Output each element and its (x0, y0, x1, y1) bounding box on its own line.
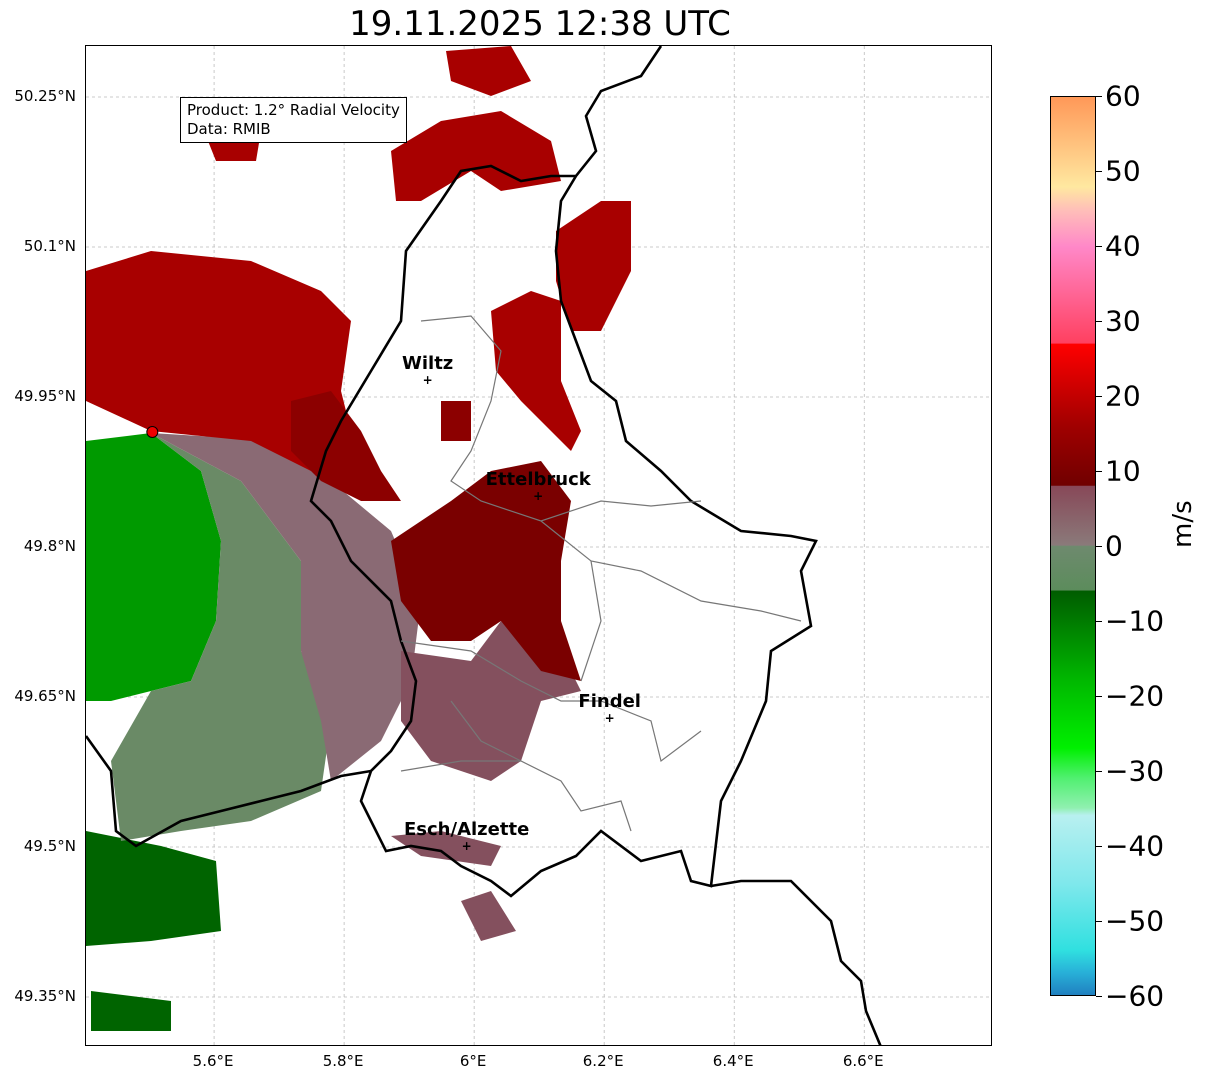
radar-site-marker (146, 426, 159, 438)
colorbar-tick-mark (1096, 771, 1102, 772)
echo-mauve-south (391, 621, 581, 941)
colorbar-unit-label: m/s (1168, 500, 1198, 548)
colorbar-tick-mark (1096, 171, 1102, 172)
colorbar-tick-mark (1096, 471, 1102, 472)
country-border (710, 879, 882, 1045)
colorbar-tick-label: 30 (1105, 304, 1141, 338)
product-legend: Product: 1.2° Radial Velocity Data: RMIB (180, 97, 407, 143)
district-border (400, 315, 802, 832)
city-marker-icon: + (533, 489, 544, 503)
colorbar-tick-mark (1096, 921, 1102, 922)
y-tick-label: 50.25°N (14, 87, 76, 105)
x-tick-label: 5.8°E (322, 1052, 364, 1070)
colorbar-tick-label: 40 (1105, 229, 1141, 263)
radar-map (86, 46, 991, 1045)
echo-outbound-red-north (86, 46, 631, 471)
city-label: Findel (578, 691, 641, 712)
echo-outbound-red-mid (291, 391, 471, 501)
product-label: Product: 1.2° Radial Velocity (187, 101, 400, 119)
map-plot-area: Product: 1.2° Radial Velocity Data: RMIB (85, 45, 992, 1046)
x-tick-label: 6°E (459, 1052, 487, 1070)
colorbar-tick-label: −40 (1105, 829, 1165, 863)
colorbar-tick-label: 20 (1105, 379, 1141, 413)
country-border (309, 46, 818, 898)
x-tick-label: 6.2°E (582, 1052, 624, 1070)
country-border (86, 735, 372, 848)
colorbar-tick-mark (1096, 96, 1102, 97)
colorbar-tick-label: −20 (1105, 679, 1165, 713)
city-label: Ettelbruck (485, 469, 591, 490)
colorbar-tick-label: 50 (1105, 154, 1141, 188)
colorbar-tick-label: 0 (1105, 529, 1123, 563)
colorbar-tick-mark (1096, 621, 1102, 622)
x-tick-label: 5.6°E (192, 1052, 234, 1070)
colorbar-tick-mark (1096, 546, 1102, 547)
colorbar-tick-label: −50 (1105, 904, 1165, 938)
colorbar-tick-mark (1096, 246, 1102, 247)
velocity-echoes (86, 46, 631, 1031)
y-tick-label: 49.5°N (23, 837, 76, 855)
echo-near-zero-mauve (151, 433, 421, 781)
y-tick-label: 49.65°N (14, 687, 76, 705)
echo-inbound-darkgreen (86, 831, 221, 1031)
borders (86, 46, 882, 1045)
colorbar (1050, 96, 1096, 996)
echo-outbound-darkred (391, 461, 581, 681)
echo-inbound-green (86, 433, 221, 701)
colorbar-tick-mark (1096, 846, 1102, 847)
data-source-label: Data: RMIB (187, 120, 271, 138)
colorbar-tick-label: −30 (1105, 754, 1165, 788)
colorbar-tick-label: −10 (1105, 604, 1165, 638)
city-marker-icon: + (461, 839, 472, 853)
colorbar-tick-mark (1096, 696, 1102, 697)
chart-title: 19.11.2025 12:38 UTC (349, 4, 731, 44)
echo-near-zero-grey-green (111, 433, 331, 841)
city-marker-icon: + (422, 373, 433, 387)
colorbar-tick-mark (1096, 396, 1102, 397)
city-label: Esch/Alzette (404, 819, 530, 840)
x-tick-label: 6.4°E (712, 1052, 754, 1070)
colorbar-tick-mark (1096, 996, 1102, 997)
y-tick-label: 49.35°N (14, 987, 76, 1005)
y-tick-label: 49.8°N (23, 537, 76, 555)
colorbar-tick-label: 60 (1105, 79, 1141, 113)
colorbar-tick-mark (1096, 321, 1102, 322)
colorbar-tick-label: −60 (1105, 979, 1165, 1013)
colorbar-tick-label: 10 (1105, 454, 1141, 488)
y-tick-label: 50.1°N (23, 237, 76, 255)
y-tick-label: 49.95°N (14, 387, 76, 405)
x-tick-label: 6.6°E (842, 1052, 884, 1070)
city-label: Wiltz (402, 353, 454, 374)
city-marker-icon: + (604, 711, 615, 725)
